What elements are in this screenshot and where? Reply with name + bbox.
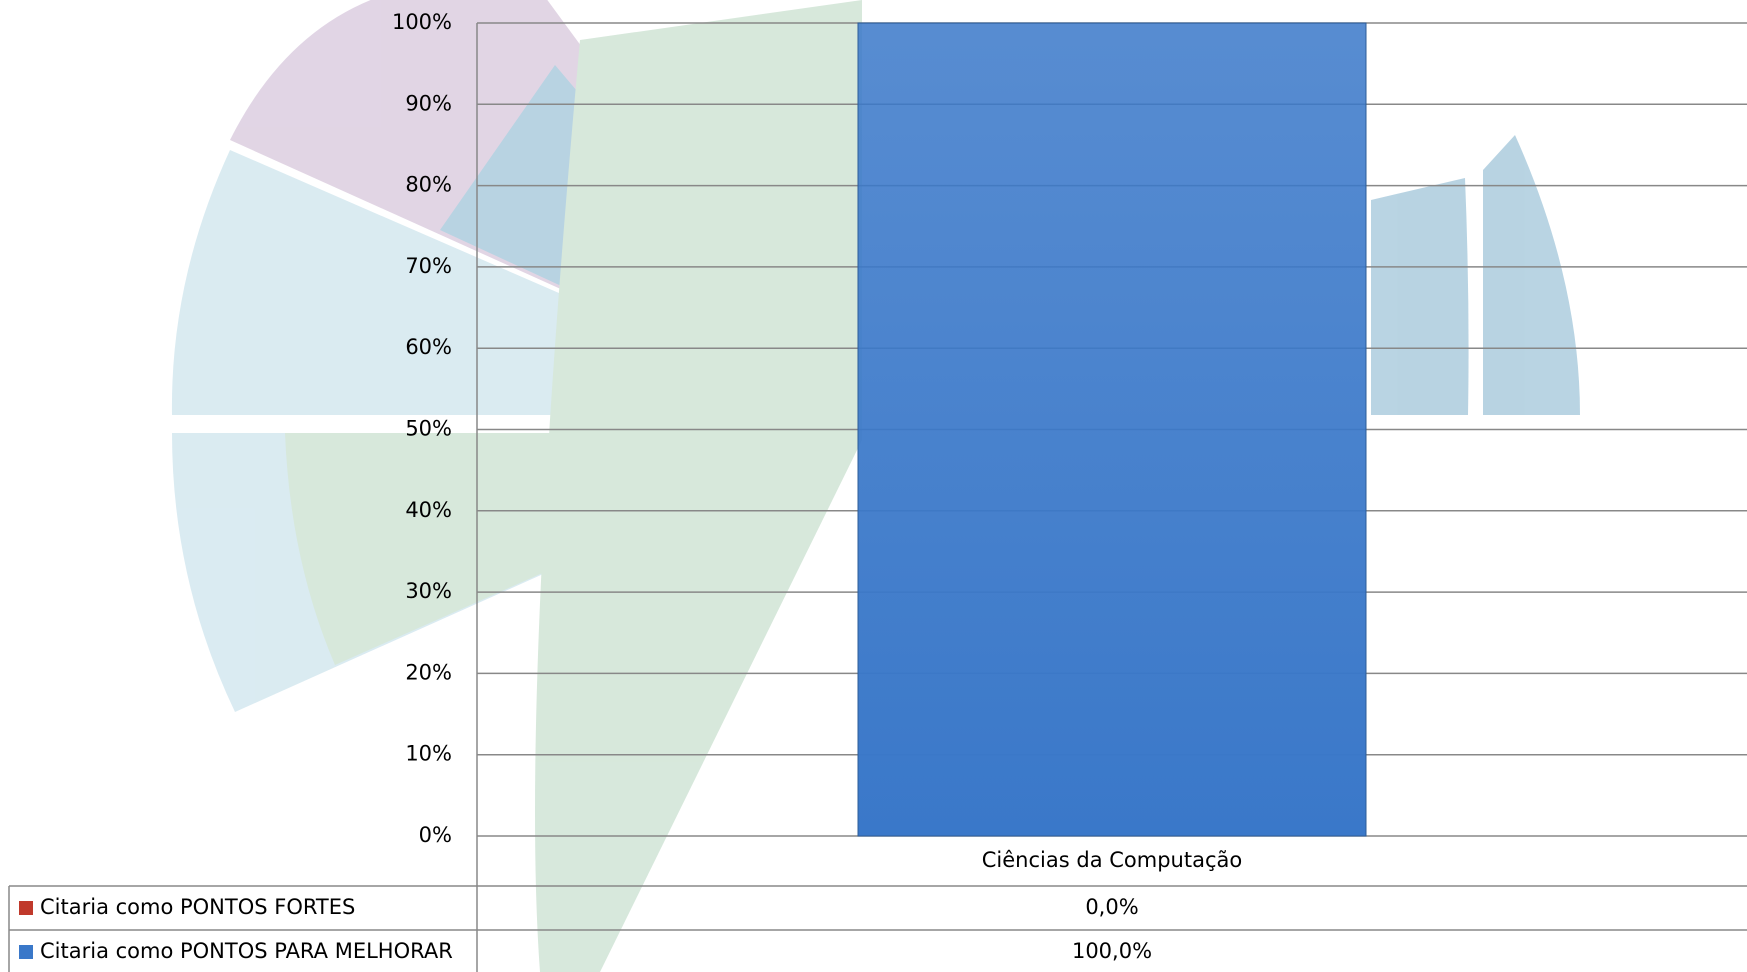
y-tick-label: 20% — [405, 660, 452, 684]
x-tick-label: Ciências da Computação — [982, 848, 1242, 872]
y-tick-label: 40% — [405, 498, 452, 522]
y-tick-label: 30% — [405, 579, 452, 603]
y-tick-label: 10% — [405, 742, 452, 766]
y-tick-label: 90% — [405, 91, 452, 115]
y-tick-label: 60% — [405, 335, 452, 359]
legend-label: Citaria como PONTOS FORTES — [40, 895, 355, 919]
y-tick-label: 70% — [405, 254, 452, 278]
decor-wedge — [1371, 178, 1469, 415]
bar-segment — [857, 22, 1367, 837]
y-tick-label: 80% — [405, 173, 452, 197]
table-value: 100,0% — [1072, 939, 1152, 963]
plot-area: 0% 10% 20% 30% 40% 50% 60% 70% 80% 90% 100% Ciência… — [19, 10, 1747, 963]
decor-wedge — [1483, 135, 1580, 415]
table-value: 0,0% — [1085, 895, 1138, 919]
y-tick-label: 0% — [419, 823, 452, 847]
legend-swatch — [19, 945, 33, 959]
legend-swatch — [19, 901, 33, 915]
background-decoration — [171, 0, 1580, 972]
y-tick-label: 100% — [392, 10, 452, 34]
legend-label: Citaria como PONTOS PARA MELHORAR — [40, 939, 453, 963]
data-table-frame — [8, 836, 1747, 972]
decor-wedge — [535, 0, 862, 972]
y-tick-label: 50% — [405, 417, 452, 441]
